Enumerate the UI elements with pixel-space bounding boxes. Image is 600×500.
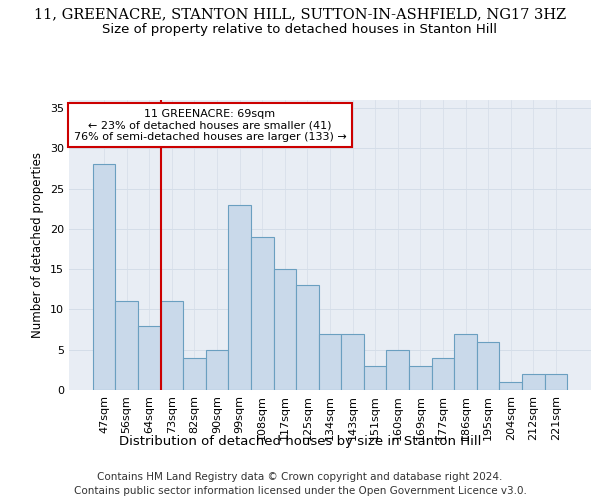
- Bar: [251, 237, 274, 390]
- Bar: [115, 302, 138, 390]
- Text: Distribution of detached houses by size in Stanton Hill: Distribution of detached houses by size …: [119, 435, 481, 448]
- Bar: [364, 366, 386, 390]
- Bar: [183, 358, 206, 390]
- Bar: [206, 350, 229, 390]
- Bar: [409, 366, 431, 390]
- Bar: [274, 269, 296, 390]
- Bar: [477, 342, 499, 390]
- Bar: [93, 164, 115, 390]
- Bar: [454, 334, 477, 390]
- Text: Contains public sector information licensed under the Open Government Licence v3: Contains public sector information licen…: [74, 486, 526, 496]
- Text: Size of property relative to detached houses in Stanton Hill: Size of property relative to detached ho…: [103, 22, 497, 36]
- Text: 11, GREENACRE, STANTON HILL, SUTTON-IN-ASHFIELD, NG17 3HZ: 11, GREENACRE, STANTON HILL, SUTTON-IN-A…: [34, 8, 566, 22]
- Text: Contains HM Land Registry data © Crown copyright and database right 2024.: Contains HM Land Registry data © Crown c…: [97, 472, 503, 482]
- Bar: [545, 374, 567, 390]
- Bar: [431, 358, 454, 390]
- Bar: [499, 382, 522, 390]
- Y-axis label: Number of detached properties: Number of detached properties: [31, 152, 44, 338]
- Bar: [161, 302, 183, 390]
- Bar: [138, 326, 161, 390]
- Bar: [229, 204, 251, 390]
- Text: 11 GREENACRE: 69sqm
← 23% of detached houses are smaller (41)
76% of semi-detach: 11 GREENACRE: 69sqm ← 23% of detached ho…: [74, 108, 346, 142]
- Bar: [386, 350, 409, 390]
- Bar: [341, 334, 364, 390]
- Bar: [522, 374, 545, 390]
- Bar: [319, 334, 341, 390]
- Bar: [296, 286, 319, 390]
